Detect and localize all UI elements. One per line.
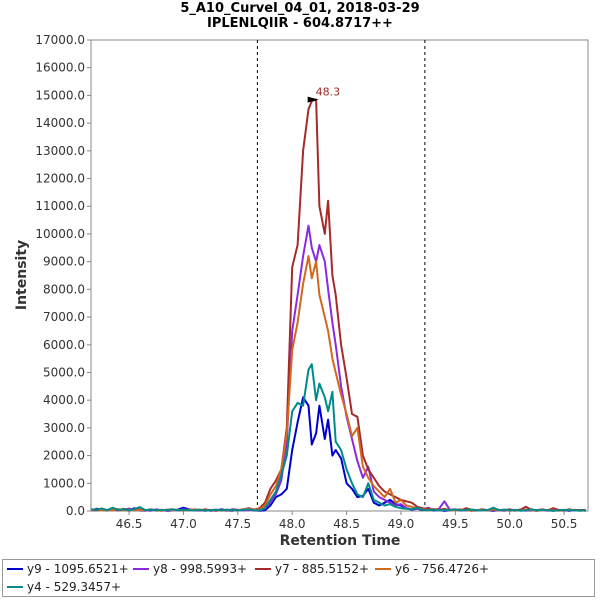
y-tick-label: 14000.0 (35, 116, 85, 130)
y-tick-label: 12000.0 (35, 172, 85, 186)
chart-subtitle: IPLENLQIIR - 604.8717++ (207, 16, 393, 31)
legend-label: y4 - 529.3457+ (27, 580, 122, 594)
legend-swatch (375, 568, 391, 570)
x-tick-label: 49.0 (388, 517, 415, 531)
x-tick-label: 50.5 (551, 517, 578, 531)
plot-area (90, 39, 589, 512)
legend-item-y7[interactable]: y7 - 885.5152+ (255, 562, 369, 576)
chromatogram-chart: 5_A10_CurveI_04_01, 2018-03-29 IPLENLQII… (14, 1, 589, 549)
legend-item-y6[interactable]: y6 - 756.4726+ (375, 562, 489, 576)
x-tick-label: 48.0 (279, 517, 306, 531)
y-tick-label: 1000.0 (43, 476, 85, 490)
x-tick-label: 49.5 (442, 517, 469, 531)
legend: y9 - 1095.6521+ y8 - 998.5993+ y7 - 885.… (2, 559, 595, 597)
y-tick-label: 3000.0 (43, 421, 85, 435)
y-axis: 0.0 1000.0 2000.0 3000.0 4000.0 5000.0 6000.0 7… (35, 33, 91, 518)
legend-swatch (7, 568, 23, 570)
x-tick-label: 47.0 (170, 517, 197, 531)
y-tick-label: 16000.0 (35, 61, 85, 75)
peak-marker (307, 96, 319, 103)
y-tick-label: 0.0 (66, 504, 85, 518)
legend-label: y7 - 885.5152+ (275, 562, 370, 576)
y-tick-label: 8000.0 (43, 282, 85, 296)
series-lines (90, 98, 586, 512)
legend-label: y8 - 998.5993+ (153, 562, 248, 576)
y-tick-label: 7000.0 (43, 310, 85, 324)
integration-boundaries (256, 40, 426, 511)
x-axis-label: Retention Time (280, 533, 401, 549)
legend-swatch (7, 586, 23, 588)
y-tick-label: 13000.0 (35, 144, 85, 158)
legend-swatch (255, 568, 271, 570)
y-tick-label: 15000.0 (35, 88, 85, 102)
x-tick-label: 46.5 (116, 517, 143, 531)
peak-annotation: 48.3 (307, 86, 341, 103)
y-tick-label: 17000.0 (35, 33, 85, 47)
legend-label: y6 - 756.4726+ (395, 562, 490, 576)
y-tick-label: 5000.0 (43, 365, 85, 379)
legend-swatch (133, 568, 149, 570)
x-tick-label: 48.5 (333, 517, 360, 531)
y-tick-label: 10000.0 (35, 227, 85, 241)
legend-item-y8[interactable]: y8 - 998.5993+ (133, 562, 247, 576)
y-tick-label: 6000.0 (43, 338, 85, 352)
peak-label: 48.3 (316, 86, 341, 99)
chart-title: 5_A10_CurveI_04_01, 2018-03-29 (180, 1, 419, 16)
legend-item-y4[interactable]: y4 - 529.3457+ (7, 580, 121, 594)
y-tick-label: 9000.0 (43, 255, 85, 269)
x-tick-label: 50.0 (496, 517, 523, 531)
x-axis: 46.5 47.0 47.5 48.0 48.5 49.0 49.5 50.0 50.5 (116, 511, 578, 531)
legend-item-y9[interactable]: y9 - 1095.6521+ (7, 562, 129, 576)
y-tick-label: 4000.0 (43, 393, 85, 407)
x-tick-label: 47.5 (224, 517, 251, 531)
y-tick-label: 2000.0 (43, 449, 85, 463)
legend-label: y9 - 1095.6521+ (27, 562, 129, 576)
y-axis-label: Intensity (14, 240, 30, 310)
series-line-y4 (90, 363, 586, 512)
y-tick-label: 11000.0 (35, 199, 85, 213)
